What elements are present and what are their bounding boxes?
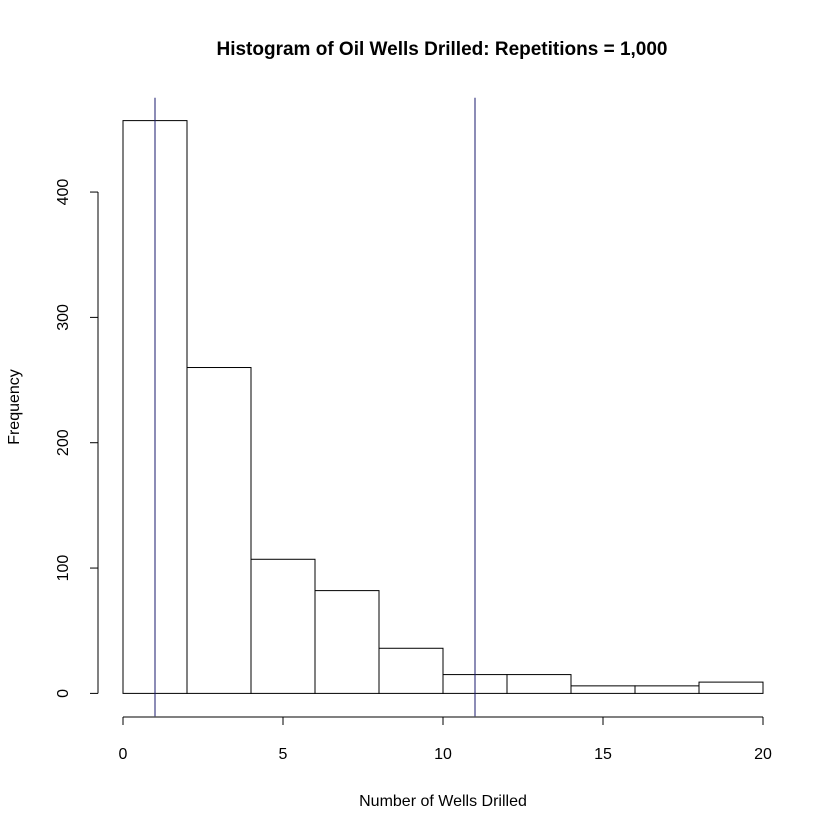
chart-title: Histogram of Oil Wells Drilled: Repetiti… xyxy=(216,39,667,60)
y-tick-label: 100 xyxy=(55,555,72,582)
x-tick-label: 10 xyxy=(434,746,452,763)
bar xyxy=(506,674,572,694)
y-axis-label: Frequency xyxy=(6,369,23,445)
x-axis-label: Number of Wells Drilled xyxy=(359,793,527,810)
x-tick-label: 0 xyxy=(119,746,128,763)
x-tick-label: 5 xyxy=(279,746,288,763)
y-tick-label: 0 xyxy=(55,689,72,698)
bar xyxy=(378,647,444,694)
bar xyxy=(314,590,380,694)
x-tick-label: 15 xyxy=(594,746,612,763)
bar xyxy=(698,681,764,694)
bar xyxy=(250,558,316,694)
bar xyxy=(570,685,636,694)
x-tick-label: 20 xyxy=(754,746,772,763)
bar xyxy=(186,367,252,694)
bar xyxy=(634,685,700,694)
y-tick-label: 400 xyxy=(55,179,72,206)
y-tick-label: 200 xyxy=(55,429,72,456)
y-tick-label: 300 xyxy=(55,304,72,331)
